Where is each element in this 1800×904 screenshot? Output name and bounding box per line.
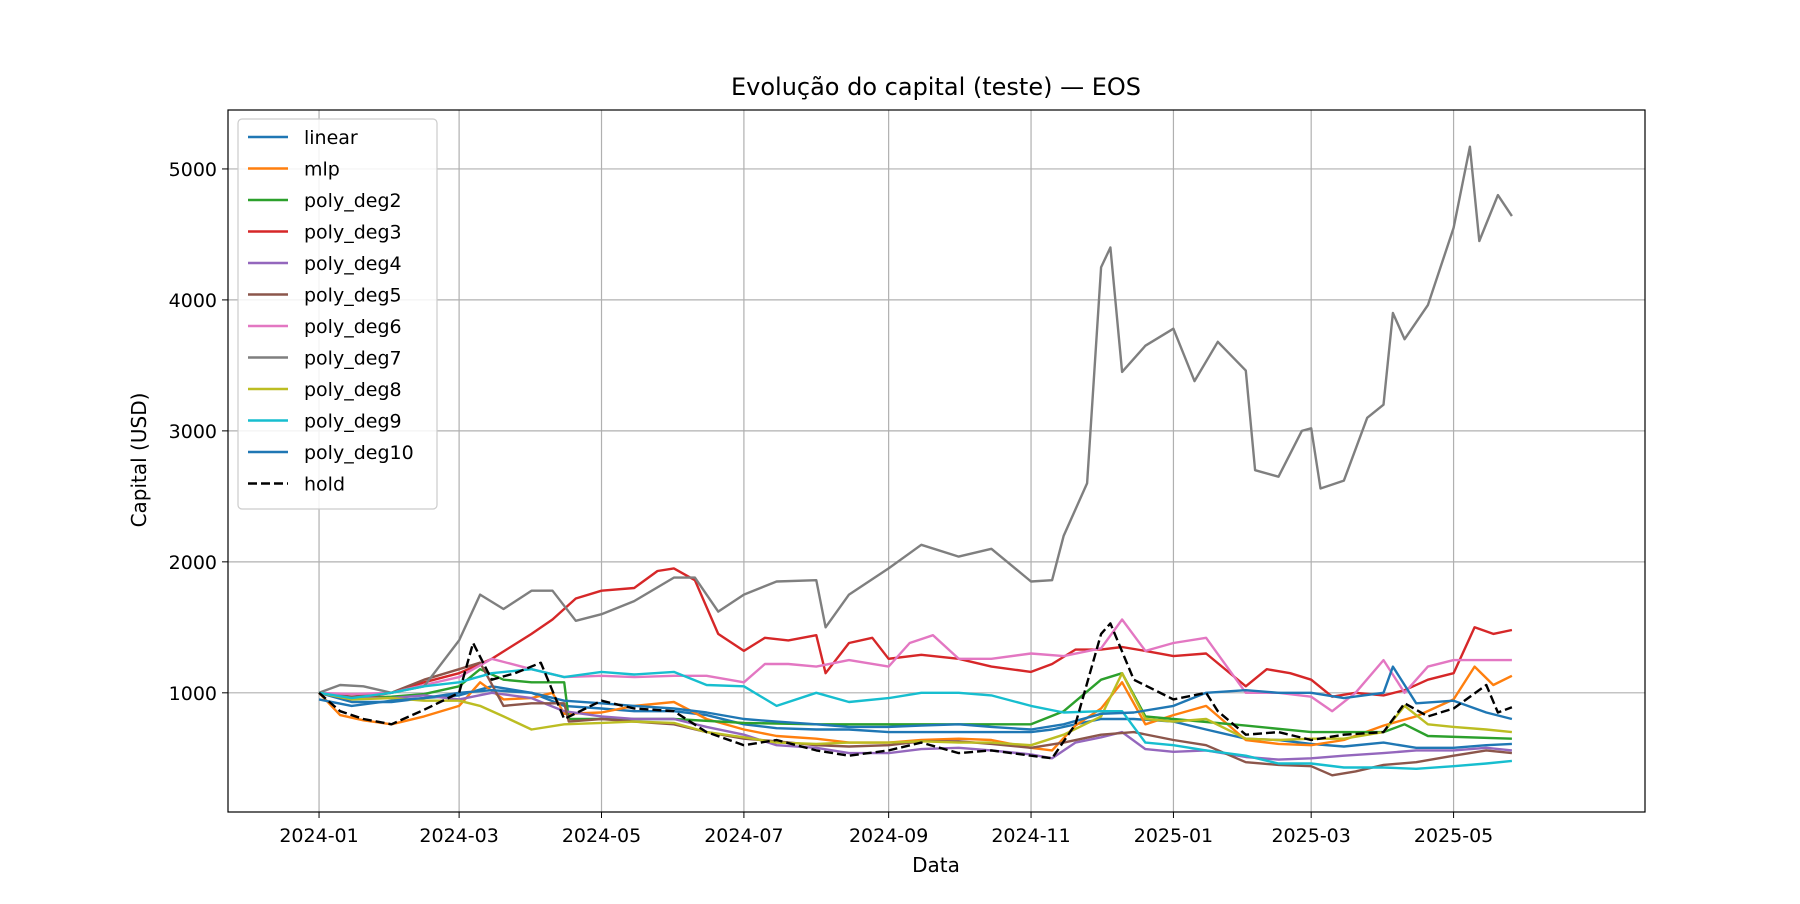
- series-line-poly-deg3: [318, 567, 1513, 701]
- legend-label: hold: [304, 474, 345, 496]
- legend-label: mlp: [304, 159, 340, 181]
- x-tick-label: 2025-03: [1271, 825, 1350, 847]
- x-tick-label: 2024-05: [562, 825, 641, 847]
- legend-label: poly_deg10: [304, 442, 414, 464]
- legend-label: poly_deg4: [304, 253, 402, 275]
- series-lines: [318, 145, 1513, 777]
- x-tick-label: 2024-03: [419, 825, 498, 847]
- y-tick-label: 4000: [169, 290, 217, 312]
- axis-ticks: 2024-01 2024-03 2024-05 2024-07 2024-09 2024-…: [169, 159, 1494, 847]
- legend-label: linear: [304, 127, 358, 149]
- legend-label: poly_deg8: [304, 379, 402, 401]
- series-line-poly-deg8: [318, 672, 1513, 747]
- legend-box: [237, 118, 438, 510]
- legend: linear mlp poly_deg2 poly_deg3 poly_deg4poly…: [237, 118, 438, 510]
- series-line-poly-deg9: [318, 668, 1513, 770]
- y-tick-label: 2000: [169, 552, 217, 574]
- series-line-hold: [318, 622, 1513, 760]
- legend-label: poly_deg6: [304, 316, 402, 338]
- y-tick-label: 3000: [169, 421, 217, 443]
- x-tick-label: 2025-05: [1414, 825, 1493, 847]
- y-tick-label: 5000: [169, 159, 217, 181]
- series-line-linear: [318, 685, 1512, 749]
- legend-label: poly_deg3: [304, 222, 402, 244]
- legend-label: poly_deg7: [304, 348, 402, 370]
- x-axis-label: Data: [912, 853, 960, 877]
- x-tick-label: 2024-09: [849, 825, 928, 847]
- legend-label: poly_deg5: [304, 285, 402, 307]
- y-axis-label: Capital (USD): [127, 393, 151, 528]
- x-tick-label: 2025-01: [1134, 825, 1213, 847]
- series-line-poly-deg7: [318, 145, 1513, 694]
- x-tick-label: 2024-11: [991, 825, 1070, 847]
- series-line-poly-deg10: [318, 665, 1513, 731]
- legend-label: poly_deg2: [304, 190, 402, 212]
- x-tick-label: 2024-01: [279, 825, 358, 847]
- series-line-poly-deg5: [318, 661, 1513, 777]
- y-tick-label: 1000: [169, 683, 217, 705]
- x-tick-label: 2024-07: [704, 825, 783, 847]
- legend-label: poly_deg9: [304, 411, 402, 433]
- chart-title: Evolução do capital (teste) — EOS: [731, 73, 1141, 101]
- series-line-poly-deg2: [318, 668, 1512, 740]
- series-line-poly-deg4: [318, 691, 1513, 761]
- plot-frame: [227, 109, 1646, 813]
